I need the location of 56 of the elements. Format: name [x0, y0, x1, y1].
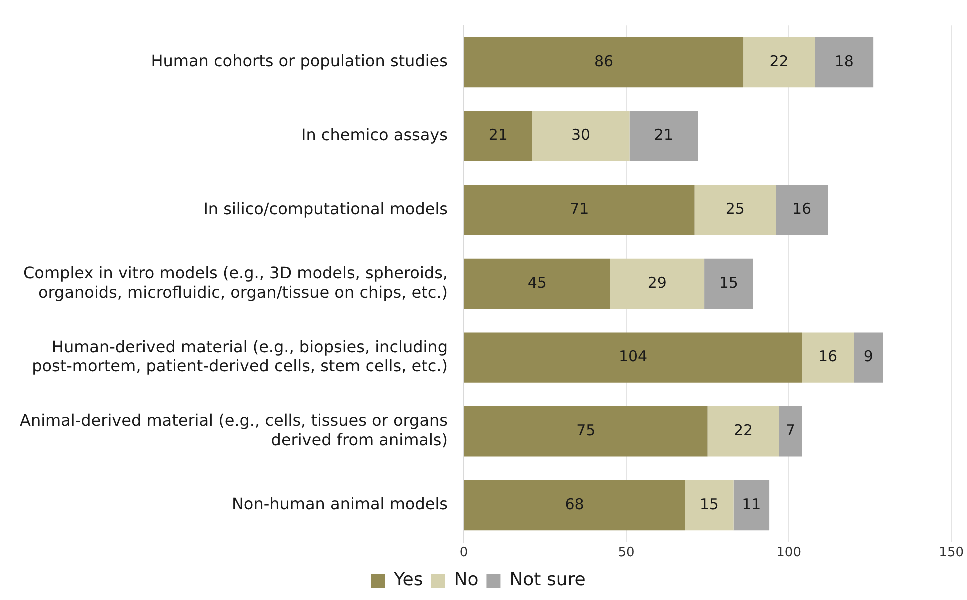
- bar: [464, 480, 686, 531]
- data-label: 22: [770, 52, 789, 70]
- data-label: 21: [654, 126, 674, 144]
- legend-label: Not sure: [510, 570, 586, 591]
- y-tick-label: In silico/computational models: [204, 199, 448, 218]
- data-label: 45: [528, 274, 547, 292]
- y-tick-label: Animal-derived material (e.g., cells, tissues or organs derived from animals): [20, 411, 448, 450]
- y-tick-label: Human-derived material (e.g., biopsies, including post-mortem, patient-derived cells, stem cells, etc.): [32, 337, 448, 376]
- bar: [704, 258, 754, 310]
- bar: [685, 480, 734, 531]
- bar: [464, 185, 695, 236]
- x-tick-label: 50: [618, 546, 635, 561]
- data-label: 16: [792, 200, 812, 218]
- data-label: 11: [742, 495, 762, 514]
- bar: [464, 111, 532, 162]
- bar: [610, 258, 705, 310]
- data-label: 18: [834, 52, 854, 70]
- bar: [815, 37, 874, 88]
- data-label: 75: [576, 422, 596, 440]
- legend-label: Yes: [393, 570, 424, 591]
- y-tick-label: Human cohorts or population studies: [151, 52, 448, 71]
- data-label: 71: [570, 200, 590, 218]
- data-label: 29: [648, 274, 667, 292]
- data-label: 9: [864, 348, 874, 366]
- legend-label: No: [454, 570, 479, 591]
- bar: [802, 332, 854, 383]
- bar: [776, 185, 828, 236]
- bar: [630, 111, 698, 162]
- data-label: 15: [719, 274, 738, 292]
- bar: [779, 406, 802, 457]
- data-label: 15: [700, 495, 719, 514]
- data-label: 16: [818, 348, 838, 366]
- data-label: 68: [565, 495, 584, 514]
- bar: [464, 332, 802, 383]
- data-label: 21: [488, 126, 508, 144]
- x-tick-label: 150: [939, 546, 964, 561]
- bar: [694, 185, 776, 236]
- y-tick-label: In chemico assays: [301, 126, 448, 144]
- bar: [708, 406, 780, 457]
- data-label: 22: [734, 422, 754, 440]
- bar: [734, 480, 770, 531]
- bar: [854, 332, 884, 383]
- x-tick-label: 0: [460, 546, 468, 561]
- bar: [464, 37, 744, 88]
- data-label: 7: [786, 422, 796, 440]
- bar: [532, 111, 630, 162]
- data-label: 30: [571, 126, 591, 144]
- bar: [464, 406, 708, 457]
- y-tick-label: Complex in vitro models (e.g., 3D models, spheroids, organoids, microfluidic, organ/tissue on chips, etc.): [24, 264, 448, 302]
- x-tick-label: 100: [776, 546, 802, 561]
- y-tick-label: Non-human animal models: [232, 494, 448, 514]
- bar: [464, 258, 610, 310]
- data-label: 86: [594, 52, 614, 70]
- bar: [744, 37, 816, 88]
- data-label: 25: [726, 200, 745, 218]
- data-label: 104: [618, 348, 648, 366]
